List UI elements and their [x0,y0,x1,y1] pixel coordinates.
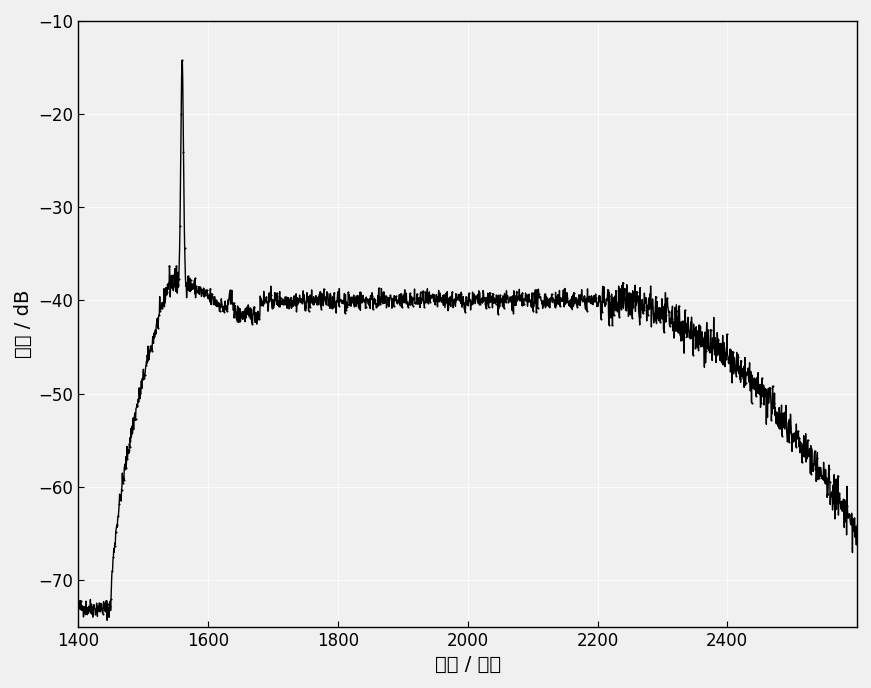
Y-axis label: 强度 / dB: 强度 / dB [14,290,33,358]
X-axis label: 波长 / 纳米: 波长 / 纳米 [435,655,501,674]
